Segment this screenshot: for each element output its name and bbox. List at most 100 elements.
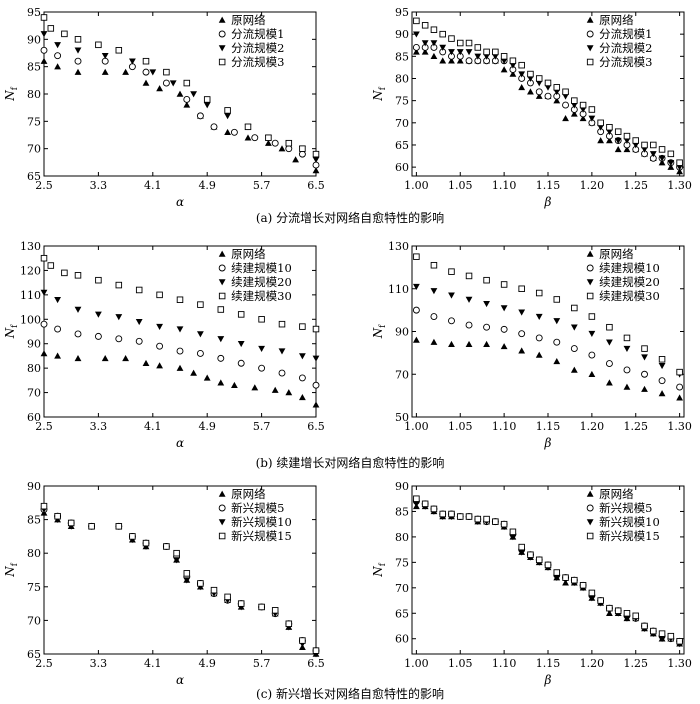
x-tick-label: 3.3: [90, 179, 108, 192]
data-point: [430, 26, 438, 33]
data-point: [67, 519, 75, 527]
data-point: [535, 351, 543, 358]
legend-label: 续建规模20: [231, 275, 292, 289]
data-point: [197, 331, 204, 338]
data-point: [606, 339, 613, 346]
data-point: [412, 501, 420, 508]
y-axis-label: Nf: [371, 324, 387, 340]
y-tick-label: 90: [395, 28, 409, 41]
data-point: [553, 84, 561, 91]
data-point: [448, 268, 455, 275]
data-point: [658, 159, 666, 166]
data-point: [95, 276, 102, 284]
data-point: [571, 97, 578, 104]
data-point: [101, 354, 109, 362]
data-point: [74, 354, 82, 362]
data-point: [271, 139, 279, 147]
data-point: [535, 313, 543, 320]
data-point: [606, 379, 613, 386]
y-tick-label: 85: [395, 50, 409, 63]
data-point: [142, 79, 150, 86]
data-point: [658, 377, 666, 385]
data-point: [54, 63, 61, 70]
data-point: [597, 137, 605, 144]
legend-label: 续建规模30: [599, 289, 660, 303]
data-point: [623, 610, 631, 617]
data-point: [190, 91, 197, 98]
data-point: [448, 57, 455, 64]
data-point: [224, 107, 231, 114]
data-point: [483, 340, 490, 348]
data-point: [61, 30, 68, 38]
data-point: [54, 297, 61, 304]
data-point: [667, 632, 675, 640]
legend-marker: [586, 45, 594, 52]
data-point: [312, 401, 320, 408]
data-point: [74, 36, 82, 43]
data-point: [518, 330, 526, 338]
x-tick-label: 3.3: [90, 657, 108, 670]
y-axis-label: Nf: [371, 562, 387, 578]
data-point: [413, 17, 420, 25]
data-point: [500, 66, 508, 73]
data-point: [500, 53, 508, 60]
data-point: [312, 325, 320, 333]
data-point: [173, 557, 180, 564]
y-axis-label-sub: f: [10, 324, 19, 328]
x-tick-label: 4.1: [144, 179, 162, 192]
data-point: [421, 48, 429, 55]
x-tick-label: 6.5: [307, 179, 325, 192]
data-point: [54, 52, 62, 60]
data-point: [500, 305, 508, 312]
data-point: [101, 68, 109, 75]
y-axis-label-sub: f: [378, 562, 387, 566]
y-tick-label: 75: [27, 115, 41, 128]
legend-marker: [218, 58, 226, 66]
data-point: [47, 262, 55, 269]
y-tick-label: 70: [395, 117, 409, 130]
caption-a: (a) 分流增长对网络自愈特性的影响: [256, 210, 444, 225]
data-point: [430, 505, 438, 513]
data-point: [588, 313, 596, 320]
data-point: [40, 46, 48, 54]
data-point: [142, 68, 150, 76]
data-point: [413, 253, 420, 260]
data-point: [474, 44, 482, 51]
data-point: [299, 394, 306, 401]
y-tick-label: 70: [395, 368, 409, 381]
data-point: [597, 597, 604, 604]
data-point: [658, 390, 666, 397]
data-point: [456, 57, 464, 64]
data-point: [606, 323, 613, 331]
panel-a-left: 2.5 3.3 4.1 4.9 5.7 6.5 65 70 75 80 85 90 95 α Nf 原网络分流…: [3, 6, 325, 209]
data-point: [492, 48, 499, 56]
data-point: [562, 114, 569, 122]
data-point: [135, 286, 143, 294]
data-point: [623, 146, 631, 153]
data-point: [509, 70, 517, 77]
data-point: [129, 533, 136, 540]
data-point: [518, 83, 526, 91]
data-point: [265, 139, 272, 146]
data-point: [667, 163, 675, 170]
data-point: [163, 543, 170, 550]
data-point: [142, 539, 150, 547]
data-point: [421, 22, 429, 29]
data-point: [483, 515, 490, 523]
data-point: [203, 374, 211, 381]
x-tick-label: 2.5: [35, 179, 53, 192]
data-point: [258, 603, 265, 611]
data-point: [553, 97, 561, 104]
x-axis-label: β: [544, 673, 552, 687]
data-point: [210, 123, 218, 131]
data-point: [623, 366, 631, 374]
data-point: [162, 79, 170, 87]
data-point: [74, 57, 82, 65]
y-tick-label: 65: [27, 170, 41, 183]
series-1: [40, 350, 320, 408]
data-point: [142, 359, 150, 366]
data-point: [224, 113, 231, 120]
data-point: [183, 101, 191, 108]
x-tick-label: 4.9: [198, 420, 216, 433]
data-point: [544, 561, 552, 569]
